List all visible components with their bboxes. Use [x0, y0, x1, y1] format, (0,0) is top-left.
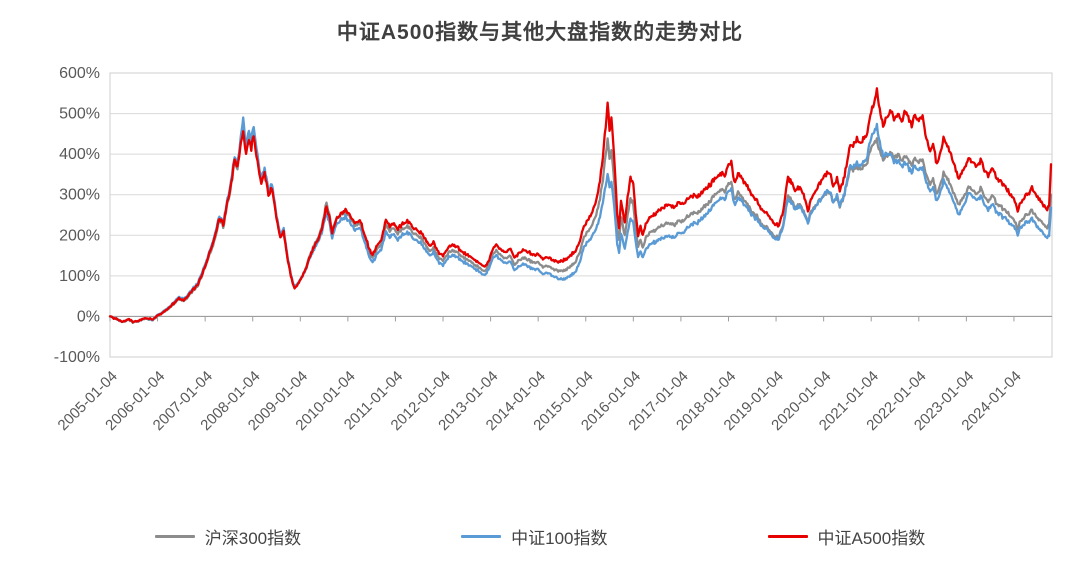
svg-text:200%: 200%: [59, 227, 100, 244]
svg-text:300%: 300%: [59, 187, 100, 204]
legend-item-zz100: 中证100指数: [461, 524, 608, 549]
hs300-line-swatch: [154, 535, 195, 538]
svg-text:500%: 500%: [59, 106, 100, 123]
chart-legend: 沪深300指数 中证100指数 中证A500指数: [0, 524, 1080, 549]
legend-item-hs300: 沪深300指数: [154, 524, 302, 549]
legend-item-a500: 中证A500指数: [767, 524, 926, 549]
zz100-line-swatch: [461, 535, 502, 538]
chart-title: 中证A500指数与其他大盘指数的走势对比: [336, 21, 744, 44]
svg-text:-100%: -100%: [54, 349, 100, 366]
a500-line-swatch: [767, 535, 808, 538]
zz100-legend-label: 中证100指数: [511, 529, 608, 548]
a500-legend-label: 中证A500指数: [817, 529, 926, 548]
svg-text:600%: 600%: [59, 65, 100, 82]
svg-text:100%: 100%: [59, 268, 100, 285]
svg-text:0%: 0%: [77, 308, 100, 325]
hs300-legend-label: 沪深300指数: [204, 529, 302, 548]
svg-text:400%: 400%: [59, 146, 100, 163]
